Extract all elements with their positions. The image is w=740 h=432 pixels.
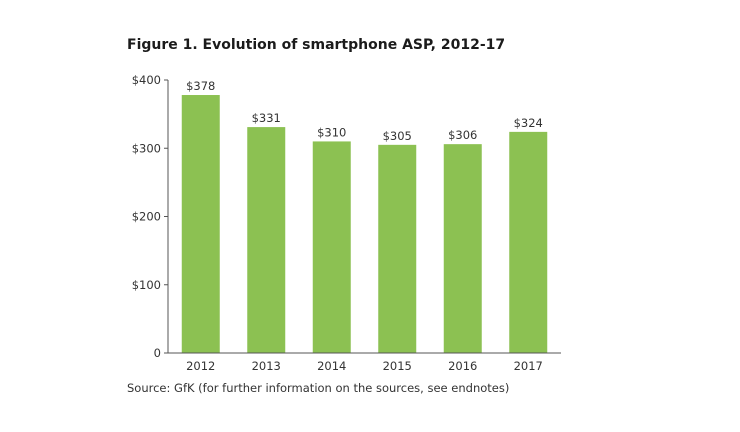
data-label: $324 (514, 116, 543, 130)
x-tick-label: 2014 (317, 359, 346, 373)
bar (443, 144, 482, 353)
y-axis: 0 $100 $200 $300 $400 (132, 73, 169, 360)
x-axis: 2012 2013 2014 2015 2016 2017 (168, 352, 561, 373)
data-label: $310 (317, 125, 346, 139)
bar (181, 95, 220, 353)
bar (378, 144, 417, 353)
bar (312, 141, 351, 353)
chart-title: Figure 1. Evolution of smartphone ASP, 2… (127, 37, 506, 53)
source-note: Source: GfK (for further information on … (127, 381, 510, 395)
y-tick-label: 0 (154, 346, 161, 360)
data-label: $331 (252, 111, 281, 125)
x-tick-label: 2016 (448, 359, 477, 373)
x-tick-label: 2012 (186, 359, 215, 373)
y-tick-label: $400 (132, 73, 161, 87)
y-tick-label: $100 (132, 278, 161, 292)
data-label: $378 (186, 79, 215, 93)
bars: $378 $331 $310 $305 $306 $324 (181, 79, 548, 353)
y-tick-label: $300 (132, 141, 161, 155)
bar (509, 131, 548, 353)
x-tick-label: 2013 (252, 359, 281, 373)
x-tick-label: 2015 (383, 359, 412, 373)
data-label: $306 (448, 128, 477, 142)
data-label: $305 (383, 129, 412, 143)
y-tick-label: $200 (132, 210, 161, 224)
x-tick-label: 2017 (514, 359, 543, 373)
bar (247, 127, 286, 353)
